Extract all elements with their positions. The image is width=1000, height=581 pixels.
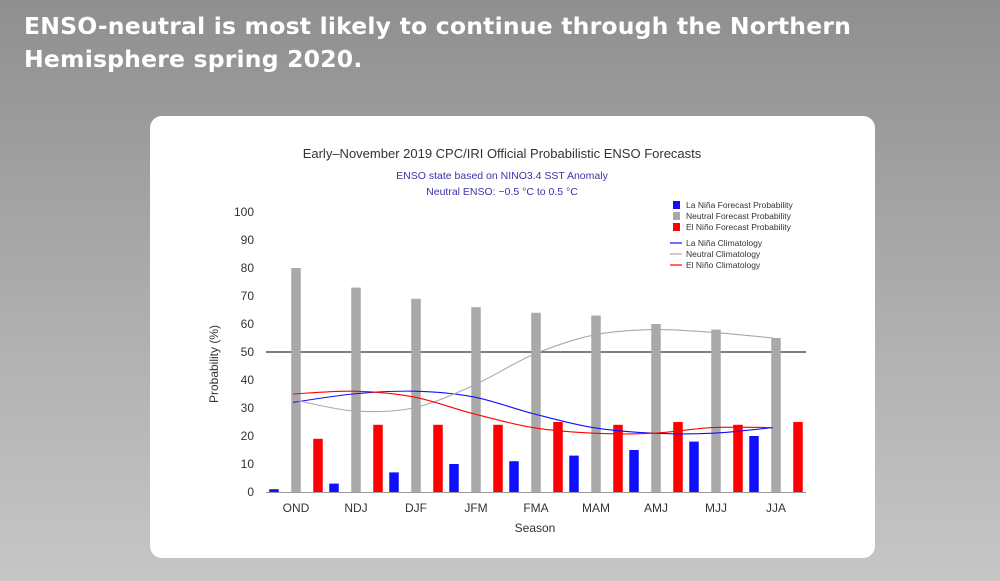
climatology-line-neutral — [292, 328, 774, 413]
y-tick-label: 20 — [241, 429, 255, 443]
bar-el-nino-mjj — [733, 424, 743, 492]
y-tick-label: 100 — [234, 205, 254, 219]
y-axis-label: Probability (%) — [207, 325, 221, 403]
chart-card: Early–November 2019 CPC/IRI Official Pro… — [150, 116, 875, 558]
x-tick-label: NDJ — [344, 501, 367, 515]
x-tick-label: FMA — [523, 501, 548, 515]
y-tick-label: 70 — [241, 289, 255, 303]
bar-neutral-amj — [651, 324, 661, 492]
legend-label: El Niño Climatology — [686, 260, 761, 270]
x-tick-label: MJJ — [705, 501, 727, 515]
bar-la-nina-jja — [749, 436, 759, 492]
bar-neutral-fma — [531, 312, 541, 492]
bar-neutral-mjj — [711, 329, 721, 492]
bar-neutral-ndj — [351, 287, 361, 492]
bar-el-nino-mam — [613, 424, 623, 492]
y-tick-label: 80 — [241, 261, 255, 275]
chart-subtitle-1: ENSO state based on NINO3.4 SST Anomaly — [396, 170, 608, 182]
x-tick-label: AMJ — [644, 501, 668, 515]
bar-el-nino-ndj — [373, 424, 383, 492]
bar-el-nino-djf — [433, 424, 443, 492]
bar-neutral-djf — [411, 298, 421, 492]
bar-neutral-jja — [771, 338, 781, 492]
y-tick-label: 60 — [241, 317, 255, 331]
enso-probability-chart: Early–November 2019 CPC/IRI Official Pro… — [207, 146, 806, 535]
bar-la-nina-mjj — [689, 441, 699, 492]
bar-neutral-jfm — [471, 307, 481, 492]
x-tick-label: OND — [283, 501, 310, 515]
bar-la-nina-jfm — [449, 464, 459, 492]
bar-neutral-ond — [291, 268, 301, 492]
x-tick-label: MAM — [582, 501, 610, 515]
legend-label: La Niña Climatology — [686, 238, 763, 248]
climatology-line-el-nino — [292, 390, 774, 435]
x-tick-label: JJA — [766, 501, 786, 515]
bar-el-nino-jja — [793, 422, 803, 492]
legend-swatch — [673, 201, 680, 209]
y-tick-label: 10 — [241, 457, 255, 471]
bar-el-nino-amj — [673, 422, 683, 492]
bar-la-nina-ond — [269, 489, 279, 492]
y-tick-label: 40 — [241, 373, 255, 387]
bar-el-nino-ond — [313, 438, 323, 492]
climatology-line-la-nina — [292, 390, 774, 435]
bar-la-nina-ndj — [329, 483, 339, 492]
bar-el-nino-jfm — [493, 424, 503, 492]
bar-la-nina-mam — [569, 455, 579, 492]
bar-la-nina-djf — [389, 472, 399, 492]
x-tick-label: JFM — [464, 501, 487, 515]
legend-swatch — [673, 212, 680, 220]
bar-neutral-mam — [591, 315, 601, 492]
legend-swatch — [673, 223, 680, 231]
y-tick-label: 90 — [241, 233, 255, 247]
bar-la-nina-fma — [509, 461, 519, 492]
x-axis-label: Season — [515, 521, 556, 535]
chart-subtitle-2: Neutral ENSO: −0.5 °C to 0.5 °C — [426, 186, 578, 198]
legend-label: Neutral Climatology — [686, 249, 761, 259]
y-tick-label: 30 — [241, 401, 255, 415]
y-tick-label: 0 — [247, 485, 254, 499]
legend-label: Neutral Forecast Probability — [686, 211, 792, 221]
bar-la-nina-amj — [629, 450, 639, 492]
x-tick-label: DJF — [405, 501, 427, 515]
slide-title: ENSO-neutral is most likely to continue … — [24, 12, 852, 73]
chart-title: Early–November 2019 CPC/IRI Official Pro… — [303, 146, 702, 161]
legend-label: El Niño Forecast Probability — [686, 222, 792, 232]
y-tick-label: 50 — [241, 345, 255, 359]
bar-el-nino-fma — [553, 422, 563, 492]
legend-label: La Niña Forecast Probability — [686, 200, 794, 210]
